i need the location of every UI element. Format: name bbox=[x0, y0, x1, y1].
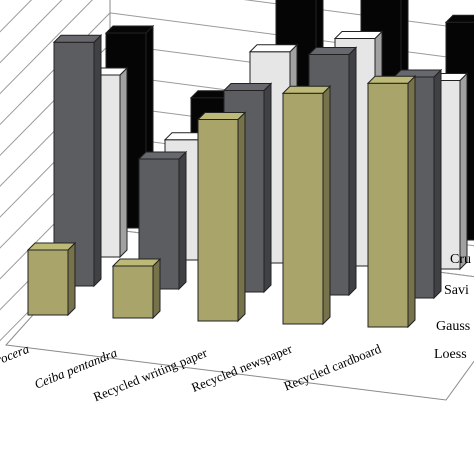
bar-front bbox=[367, 82, 409, 328]
bar-top bbox=[444, 14, 474, 23]
series-label-loess: Loess bbox=[434, 347, 467, 362]
gridline-side bbox=[0, 0, 93, 95]
bar-side bbox=[459, 72, 468, 271]
bar-top bbox=[307, 47, 358, 55]
bar-top bbox=[392, 69, 443, 78]
bar-side bbox=[263, 82, 272, 294]
bar-loess-3 bbox=[281, 85, 332, 326]
series-label-savitzky-golay: Savi bbox=[444, 283, 469, 298]
bar-top bbox=[52, 34, 103, 43]
bar-front bbox=[197, 119, 239, 322]
gridline-side bbox=[0, 0, 63, 64]
bar-top bbox=[137, 151, 188, 160]
bar-front bbox=[112, 265, 154, 319]
category-label-acrocera: rocera bbox=[0, 341, 32, 368]
bar-loess-2 bbox=[196, 111, 247, 323]
bar-top bbox=[26, 242, 77, 251]
bar-top bbox=[366, 75, 417, 84]
bar-side bbox=[119, 66, 128, 259]
bar-loess-1 bbox=[111, 257, 162, 320]
bar-top bbox=[222, 83, 273, 91]
bar-side bbox=[348, 46, 357, 297]
bar-side bbox=[152, 257, 161, 320]
bar-side bbox=[237, 111, 246, 323]
bar-side bbox=[322, 85, 331, 326]
bar-side bbox=[93, 34, 102, 288]
bar-top bbox=[111, 258, 162, 267]
series-label-crude: Cru bbox=[450, 252, 471, 267]
bar-top bbox=[281, 85, 332, 94]
bar-top bbox=[333, 31, 384, 39]
bar-top bbox=[248, 44, 299, 53]
bar-loess-0 bbox=[26, 241, 77, 317]
bar-side bbox=[178, 150, 187, 291]
series-label-gauss: Gauss bbox=[436, 319, 470, 334]
bar-front bbox=[27, 249, 69, 316]
bar-front bbox=[282, 92, 324, 325]
bar-loess-4 bbox=[366, 75, 417, 329]
bar-group bbox=[26, 0, 474, 329]
bar-side bbox=[67, 241, 76, 317]
bar-side bbox=[433, 68, 442, 300]
bar-top bbox=[196, 112, 247, 120]
bar-side bbox=[407, 75, 416, 329]
bar-top bbox=[104, 25, 155, 34]
